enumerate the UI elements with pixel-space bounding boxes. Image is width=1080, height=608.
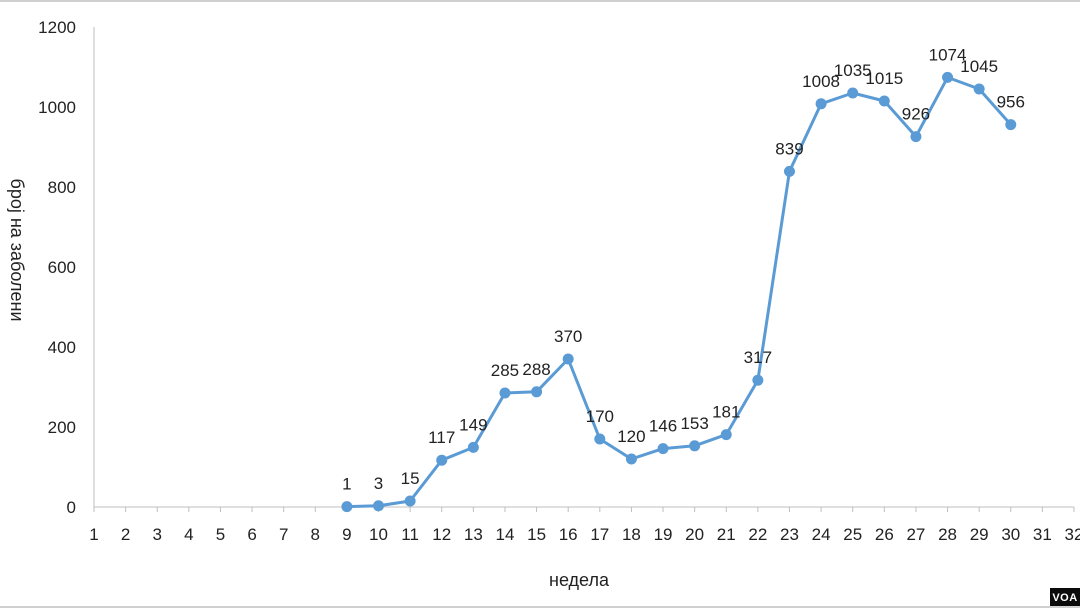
data-point bbox=[878, 95, 890, 107]
y-tick-labels: 0 200 400 600 800 1000 1200 bbox=[38, 18, 76, 517]
data-point bbox=[752, 374, 764, 386]
data-label: 15 bbox=[401, 469, 420, 488]
data-label: 926 bbox=[902, 105, 930, 124]
x-tick-label: 20 bbox=[685, 525, 704, 544]
y-tick-label: 200 bbox=[48, 418, 76, 437]
data-point bbox=[562, 353, 574, 365]
data-label: 1035 bbox=[834, 61, 872, 80]
x-tick-label: 29 bbox=[970, 525, 989, 544]
data-label: 120 bbox=[617, 427, 645, 446]
data-point bbox=[720, 429, 732, 441]
x-tick-label: 30 bbox=[1001, 525, 1020, 544]
data-label: 1008 bbox=[802, 72, 840, 91]
x-axis-title: недела bbox=[549, 570, 610, 590]
data-label: 285 bbox=[491, 361, 519, 380]
y-tick-label: 400 bbox=[48, 338, 76, 357]
data-label: 956 bbox=[997, 93, 1025, 112]
bottom-border bbox=[0, 606, 1080, 608]
data-point bbox=[467, 441, 479, 453]
x-tick-label: 10 bbox=[369, 525, 388, 544]
x-tick-label: 12 bbox=[432, 525, 451, 544]
x-tick-label: 2 bbox=[121, 525, 130, 544]
x-tick-label: 18 bbox=[622, 525, 641, 544]
x-tick-label: 14 bbox=[496, 525, 515, 544]
data-label: 117 bbox=[428, 428, 455, 447]
x-tick-labels: 1 2 3 4 5 6 7 8 9 10 11 12 13 14 15 16 17 18 19 20 21 22 23 24 2… bbox=[89, 507, 1080, 544]
top-border bbox=[0, 0, 1080, 2]
x-tick-label: 16 bbox=[559, 525, 578, 544]
x-tick-label: 6 bbox=[247, 525, 256, 544]
x-tick-label: 19 bbox=[654, 525, 673, 544]
data-point bbox=[594, 433, 606, 445]
x-tick-label: 31 bbox=[1033, 525, 1052, 544]
data-point bbox=[404, 495, 416, 507]
x-tick-label: 32 bbox=[1065, 525, 1080, 544]
data-label: 170 bbox=[586, 407, 614, 426]
data-label: 1045 bbox=[960, 57, 998, 76]
y-tick-label: 1200 bbox=[38, 18, 76, 37]
voa-logo-badge: VOA bbox=[1050, 588, 1080, 608]
axes-group bbox=[93, 27, 1074, 508]
data-point bbox=[847, 87, 859, 99]
data-point bbox=[341, 501, 353, 513]
data-point bbox=[657, 443, 669, 455]
x-tick-label: 22 bbox=[748, 525, 767, 544]
x-tick-label: 9 bbox=[342, 525, 351, 544]
data-point bbox=[942, 71, 954, 83]
data-point bbox=[1005, 119, 1017, 131]
x-tick-label: 27 bbox=[906, 525, 925, 544]
x-tick-label: 23 bbox=[780, 525, 799, 544]
data-label: 181 bbox=[712, 403, 740, 422]
x-tick-label: 3 bbox=[152, 525, 161, 544]
x-tick-label: 24 bbox=[812, 525, 831, 544]
y-tick-label: 800 bbox=[48, 178, 76, 197]
x-tick-label: 28 bbox=[938, 525, 957, 544]
x-tick-label: 11 bbox=[401, 525, 419, 544]
data-point bbox=[973, 83, 985, 95]
x-tick-label: 21 bbox=[717, 525, 736, 544]
x-tick-label: 26 bbox=[875, 525, 894, 544]
data-label: 153 bbox=[680, 414, 708, 433]
data-label: 146 bbox=[649, 417, 677, 436]
data-label: 149 bbox=[459, 415, 487, 434]
data-label: 3 bbox=[374, 474, 383, 493]
data-point bbox=[373, 500, 385, 512]
x-tick-label: 5 bbox=[216, 525, 225, 544]
data-label: 370 bbox=[554, 327, 582, 346]
data-label: 1015 bbox=[865, 69, 903, 88]
x-tick-label: 8 bbox=[311, 525, 320, 544]
x-tick-label: 1 bbox=[89, 525, 98, 544]
x-tick-label: 25 bbox=[843, 525, 862, 544]
x-tick-label: 17 bbox=[590, 525, 609, 544]
data-point bbox=[499, 387, 511, 399]
data-point bbox=[436, 454, 448, 466]
x-tick-label: 15 bbox=[527, 525, 546, 544]
data-label: 1 bbox=[342, 475, 351, 494]
y-axis-title: број на заболени bbox=[7, 179, 27, 322]
x-tick-label: 7 bbox=[279, 525, 288, 544]
data-point bbox=[815, 98, 827, 110]
x-tick-label: 4 bbox=[184, 525, 193, 544]
data-label: 288 bbox=[522, 360, 550, 379]
y-tick-label: 1000 bbox=[38, 98, 76, 117]
y-tick-label: 600 bbox=[48, 258, 76, 277]
data-point bbox=[625, 453, 637, 465]
data-label: 317 bbox=[744, 348, 772, 367]
series-layer bbox=[341, 71, 1017, 513]
data-label: 839 bbox=[775, 139, 803, 158]
data-point bbox=[689, 440, 701, 452]
data-point bbox=[910, 131, 922, 143]
data-point bbox=[531, 386, 543, 398]
x-tick-label: 13 bbox=[464, 525, 483, 544]
series-line bbox=[346, 75, 1012, 509]
data-point bbox=[783, 165, 795, 177]
y-tick-label: 0 bbox=[67, 498, 76, 517]
data-label: 1074 bbox=[929, 45, 967, 64]
